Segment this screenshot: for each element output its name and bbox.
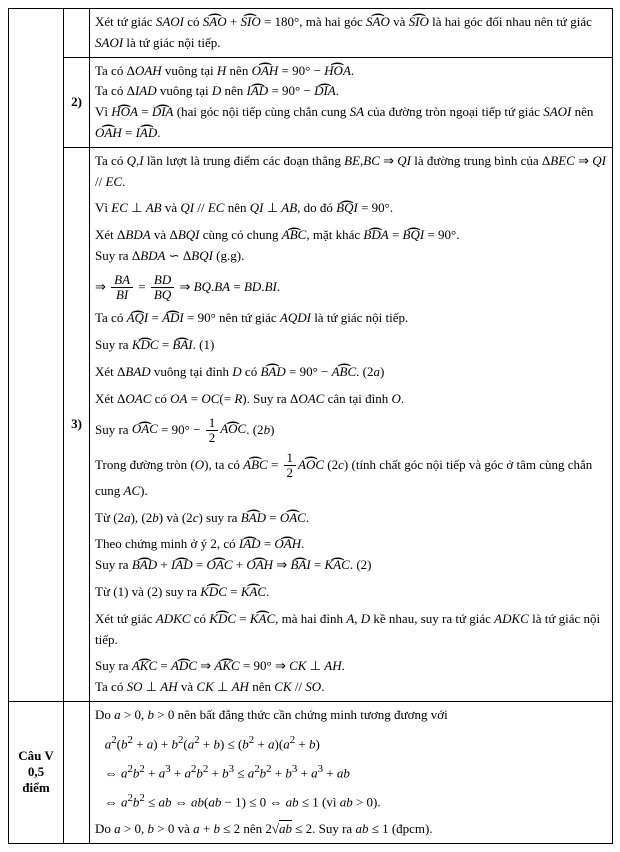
table-row: 2) Ta có ΔOAH vuông tại H nên OAH = 90° …: [9, 57, 613, 147]
content-cell-3: Do a > 0, b > 0 nên bất đẳng thức cần ch…: [90, 701, 613, 843]
table-row: 3) Ta có Q,I lần lượt là trung điểm các …: [9, 147, 613, 701]
table-row: Xét tứ giác SAOI có SAO + SIO = 180°, mà…: [9, 9, 613, 58]
content-cell-1: Ta có ΔOAH vuông tại H nên OAH = 90° − H…: [90, 57, 613, 147]
question-cell-empty: [9, 9, 64, 702]
part-label-3: 3): [64, 147, 90, 701]
part-cell-empty-cauV: [64, 701, 90, 843]
part-cell-empty: [64, 9, 90, 58]
question-label-cauV: Câu V0,5 điểm: [9, 701, 64, 843]
content-cell-0: Xét tứ giác SAOI có SAO + SIO = 180°, mà…: [90, 9, 613, 58]
table-row: Câu V0,5 điểm Do a > 0, b > 0 nên bất đẳ…: [9, 701, 613, 843]
part-label-2: 2): [64, 57, 90, 147]
solution-table: Xét tứ giác SAOI có SAO + SIO = 180°, mà…: [8, 8, 613, 844]
content-cell-2: Ta có Q,I lần lượt là trung điểm các đoạ…: [90, 147, 613, 701]
